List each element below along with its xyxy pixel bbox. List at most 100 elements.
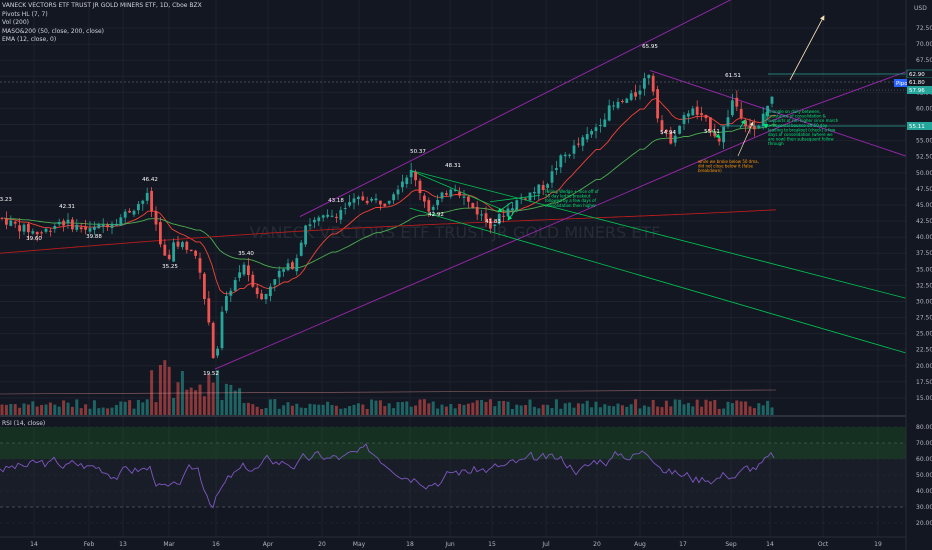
legend-title[interactable]: VANECK VECTORS ETF TRUST JR GOLD MINERS … [2, 2, 202, 9]
volume-bar [537, 408, 541, 415]
candle-body [691, 108, 695, 116]
volume-bar [348, 405, 352, 415]
candle-body [480, 214, 483, 216]
volume-bar [4, 404, 8, 415]
rsi-pane[interactable] [0, 426, 906, 524]
candle-body [242, 264, 246, 275]
price-axis[interactable]: USD72.5070.0067.5065.0062.5060.0057.5055… [894, 0, 932, 550]
rsi-tick-label: 80.00 [916, 424, 932, 431]
volume-bar [70, 406, 74, 415]
candle-body [379, 200, 382, 205]
volume-bar [308, 403, 312, 415]
candle-body [722, 126, 725, 143]
candle-body [770, 96, 774, 104]
pivot-labels: 43.23 42.31 39.60 39.88 46.42 35.25 35.40 19.52… [0, 44, 741, 377]
candle-body [225, 296, 228, 311]
candle-body [273, 279, 277, 285]
volume-bar [290, 405, 294, 415]
candle-body [462, 196, 466, 198]
volume-bar [53, 404, 57, 415]
candle-body [528, 192, 532, 201]
candle-body [176, 241, 180, 247]
volume-bar [207, 374, 211, 415]
legend-ema[interactable]: EMA (12, close, 0) [2, 36, 57, 43]
volume-bar [695, 399, 699, 415]
candle-body [431, 206, 435, 210]
candle-body [348, 202, 351, 206]
pivot-label: 35.40 [238, 251, 254, 257]
volume-bar [515, 404, 519, 415]
volume-bar [26, 404, 30, 415]
candle-body [260, 293, 263, 300]
volume-bar [673, 399, 677, 415]
price-label: 55.11 [909, 124, 925, 130]
volume-bar [620, 405, 624, 415]
pivot-label: 54.94 [660, 130, 676, 136]
volume-bar [154, 402, 158, 415]
annotations[interactable]: Falling Wedge + nice off of 50 day led to… [497, 15, 839, 221]
trend-lines[interactable] [0, 0, 907, 370]
price-label: 61.80 [909, 80, 925, 86]
candle-body [568, 154, 571, 156]
volume-bar [735, 400, 739, 415]
candle-body [167, 254, 171, 260]
volume-bar [713, 399, 717, 415]
candle-body [22, 224, 26, 232]
candle-body [612, 105, 615, 107]
pivot-label: 39.60 [26, 236, 42, 242]
rsi-line [0, 443, 775, 509]
legend-ma[interactable]: MASO&200 (50, close, 200, close) [2, 27, 104, 35]
volume-bar [497, 401, 501, 415]
candle-body [62, 220, 65, 226]
time-tick-label: Jul [541, 541, 550, 548]
volume-bar [449, 404, 453, 415]
candle-body [132, 210, 136, 215]
candles[interactable] [0, 72, 774, 360]
volume-bar [66, 402, 70, 415]
candle-body [383, 203, 387, 207]
candle-body [643, 78, 646, 89]
volume-bar [568, 402, 572, 415]
candle-body [53, 225, 57, 229]
volume-bar [678, 399, 682, 415]
green-arrow [497, 201, 513, 213]
volume-bar [453, 408, 457, 415]
candle-body [115, 223, 118, 226]
candle-body [343, 208, 347, 210]
legend-volume[interactable]: Vol (200) [2, 19, 30, 26]
volume-bar [625, 406, 629, 415]
candle-body [154, 211, 158, 225]
time-tick-label: Mar [163, 541, 175, 548]
volume-bar [330, 405, 334, 415]
legend-pivots[interactable]: Pivots HL (7, 7) [2, 10, 48, 18]
candle-body [665, 129, 668, 133]
volume-bar [238, 388, 242, 415]
candle-body [409, 170, 413, 178]
volume-bar [374, 400, 378, 415]
volume-bar [158, 364, 162, 415]
volume-bar [532, 406, 536, 415]
volume-bar [656, 406, 660, 415]
candle-body [621, 101, 624, 103]
currency-label: USD [914, 5, 927, 12]
time-tick-label: 16 [212, 541, 220, 548]
candle-body [163, 244, 167, 256]
volume-bar [167, 366, 171, 415]
volume-bar [488, 399, 492, 415]
candle-body [145, 192, 149, 201]
price-label-box [894, 79, 908, 87]
candle-body [299, 242, 303, 256]
candle-body [357, 196, 360, 200]
candle-body [150, 190, 153, 212]
volume-bar [352, 404, 356, 415]
candle-body [220, 311, 224, 349]
volume-bar [607, 405, 611, 415]
price-tick-label: 15.00 [916, 395, 932, 402]
rsi-legend[interactable]: RSI (14, close) [2, 420, 46, 427]
pivot-label: 61.51 [725, 73, 741, 79]
time-axis[interactable]: 14 Feb 13 Mar 16 Apr 20 May 18 Jun 15 Jul 20 Aug 17 Sep… [0, 536, 906, 548]
fan-line-2 [409, 207, 907, 354]
volume-bar [75, 399, 79, 415]
volume-bar [506, 401, 510, 415]
